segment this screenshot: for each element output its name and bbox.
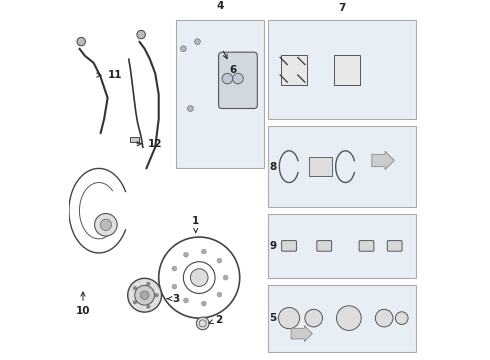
Circle shape xyxy=(201,249,206,254)
Circle shape xyxy=(184,252,189,257)
Circle shape xyxy=(201,301,206,306)
Text: 1: 1 xyxy=(192,216,199,233)
Circle shape xyxy=(196,317,209,330)
Circle shape xyxy=(191,269,208,287)
Circle shape xyxy=(195,39,200,44)
FancyBboxPatch shape xyxy=(268,21,416,119)
Text: 10: 10 xyxy=(76,292,90,316)
Text: 4: 4 xyxy=(217,1,224,12)
FancyBboxPatch shape xyxy=(334,55,360,85)
FancyBboxPatch shape xyxy=(268,126,416,207)
Circle shape xyxy=(133,301,137,304)
Circle shape xyxy=(223,275,228,280)
FancyBboxPatch shape xyxy=(359,240,374,251)
FancyBboxPatch shape xyxy=(281,55,307,85)
Circle shape xyxy=(217,292,222,297)
Circle shape xyxy=(222,73,233,84)
FancyBboxPatch shape xyxy=(372,151,394,170)
Circle shape xyxy=(133,287,137,290)
Circle shape xyxy=(100,219,112,230)
Circle shape xyxy=(141,291,149,300)
FancyBboxPatch shape xyxy=(176,21,265,168)
Circle shape xyxy=(155,293,158,297)
Circle shape xyxy=(184,298,189,303)
Circle shape xyxy=(77,37,85,46)
Text: 12: 12 xyxy=(137,139,162,149)
FancyBboxPatch shape xyxy=(219,52,257,108)
FancyBboxPatch shape xyxy=(317,240,332,251)
Circle shape xyxy=(188,106,193,111)
Text: 6: 6 xyxy=(223,51,236,75)
Text: 3: 3 xyxy=(167,294,180,304)
Circle shape xyxy=(375,309,393,327)
FancyBboxPatch shape xyxy=(268,285,416,352)
FancyBboxPatch shape xyxy=(282,240,296,251)
Circle shape xyxy=(395,312,408,324)
FancyBboxPatch shape xyxy=(291,326,312,342)
Text: 7: 7 xyxy=(338,3,345,13)
Circle shape xyxy=(137,30,146,39)
Circle shape xyxy=(128,278,162,312)
FancyBboxPatch shape xyxy=(387,240,402,251)
Text: 5: 5 xyxy=(270,313,277,323)
Circle shape xyxy=(217,258,222,263)
Text: 8: 8 xyxy=(270,162,277,172)
Circle shape xyxy=(180,46,186,51)
Circle shape xyxy=(305,309,322,327)
Circle shape xyxy=(233,73,243,84)
FancyBboxPatch shape xyxy=(130,137,139,142)
FancyBboxPatch shape xyxy=(310,157,332,176)
Circle shape xyxy=(147,282,150,285)
Circle shape xyxy=(172,284,177,289)
Text: 9: 9 xyxy=(270,241,277,251)
Circle shape xyxy=(135,285,154,305)
Circle shape xyxy=(95,213,117,236)
Circle shape xyxy=(147,305,150,309)
Text: 2: 2 xyxy=(209,315,222,325)
Text: 11: 11 xyxy=(97,70,122,80)
FancyBboxPatch shape xyxy=(268,214,416,278)
Circle shape xyxy=(172,266,177,271)
Circle shape xyxy=(278,307,299,329)
Circle shape xyxy=(337,306,361,330)
